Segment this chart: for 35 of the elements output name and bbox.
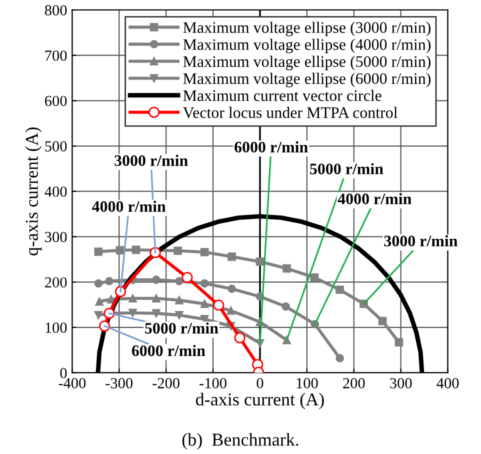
annotation: 5000 r/min bbox=[310, 163, 384, 174]
y-axis-title: q-axis current (A) bbox=[25, 127, 42, 256]
y-tick-label: 700 bbox=[45, 50, 67, 61]
y-tick-label: 300 bbox=[45, 232, 67, 242]
x-tick-label: 0 bbox=[256, 378, 264, 388]
x-tick-label: 300 bbox=[390, 378, 412, 388]
y-tick-label: 100 bbox=[46, 322, 67, 333]
annotation: 4000 r/min bbox=[338, 193, 412, 204]
legend-label: Maximum voltage ellipse (4000 r/min) bbox=[183, 38, 430, 54]
x-tick-label: 400 bbox=[436, 378, 459, 388]
x-tick-label: -300 bbox=[106, 378, 133, 388]
x-tick-label: -200 bbox=[152, 378, 180, 388]
annotation: 6000 r/min bbox=[132, 344, 206, 356]
x-tick-label: 200 bbox=[343, 378, 365, 388]
annotation: 3000 r/min bbox=[384, 235, 458, 246]
y-tick-label: 600 bbox=[45, 96, 67, 106]
x-tick-label: -400 bbox=[58, 378, 86, 388]
x-tick-label: -100 bbox=[200, 378, 226, 388]
annotation: 4000 r/min bbox=[92, 200, 166, 212]
legend-label: Maximum voltage ellipse (3000 r/min) bbox=[183, 22, 430, 36]
y-tick-label: 200 bbox=[45, 277, 67, 288]
legend-label: Maximum voltage ellipse (5000 r/min) bbox=[183, 56, 430, 70]
x-tick-label: 100 bbox=[296, 378, 318, 388]
annotation: 3000 r/min bbox=[114, 154, 188, 166]
legend-label: Maximum voltage ellipse (6000 r/min) bbox=[183, 72, 430, 88]
y-tick-label: 0 bbox=[60, 368, 67, 378]
annotation: 5000 r/min bbox=[145, 322, 218, 334]
y-tick-label: 800 bbox=[44, 5, 67, 16]
legend-label: Vector locus under MTPA control bbox=[182, 106, 398, 118]
text: (b) Benchmark. bbox=[182, 433, 298, 450]
x-axis-title: d-axis current (A) bbox=[196, 392, 324, 410]
y-tick-label: 400 bbox=[44, 186, 67, 197]
legend-label: Maximum current vector circle bbox=[183, 90, 382, 102]
y-tick-label: 500 bbox=[45, 141, 67, 152]
annotation: 6000 r/min bbox=[234, 141, 308, 153]
